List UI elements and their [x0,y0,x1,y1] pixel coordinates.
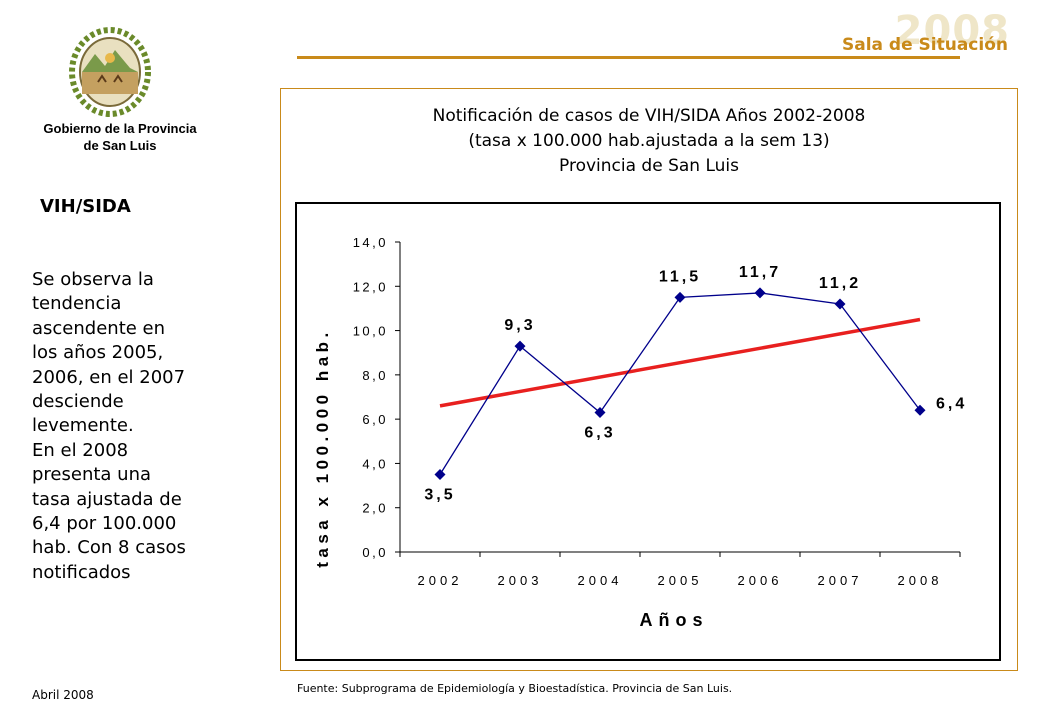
data-label: 11,2 [819,275,861,292]
description-line: hab. Con 8 casos [32,537,186,559]
data-label: 11,7 [739,264,781,281]
description-line: levemente. [32,415,134,437]
section-title: VIH/SIDA [40,196,131,217]
data-markers [434,287,926,480]
y-tick-label: 2,0 [362,501,388,516]
y-tick-label: 10,0 [353,324,388,339]
x-ticks: 2002 2003 2004 2005 2006 2007 2008 [399,552,961,588]
plot-area: 0,0 2,0 4,0 6,0 8,0 10,0 12,0 14,0 2002 2003 2004… [295,202,1001,661]
data-point [594,407,606,418]
x-axis-label: Años [640,610,709,630]
data-point [914,404,926,416]
chart-title-line: (tasa x 100.000 hab.ajustada a la sem 13… [468,131,830,151]
brand-label: Sala de Situación [841,35,1008,55]
org-line-2: de San Luis [83,138,157,153]
org-line-1: Gobierno de la Provincia [43,121,197,136]
description-line: 2006, en el 2007 [32,366,186,388]
axes [399,242,960,553]
coat-of-arms-logo [60,22,160,122]
data-point [674,291,686,303]
data-label: 3,5 [424,487,455,504]
y-tick-label: 8,0 [362,368,388,383]
x-tick-label: 2006 [738,573,783,588]
data-label: 6,4 [936,395,967,412]
source-note: Fuente: Subprograma de Epidemiología y B… [297,682,733,695]
description-line: los años 2005, [32,342,164,364]
data-label: 6,3 [584,425,615,442]
description-line: En el 2008 [32,439,129,461]
line-chart: 0,0 2,0 4,0 6,0 8,0 10,0 12,0 14,0 2002 2003 2004… [313,235,967,630]
x-tick-label: 2002 [418,573,463,588]
description-line: Se observa la [32,269,154,290]
brand-year: 2008 [894,8,1010,54]
x-tick-label: 2007 [818,573,863,588]
description-line: notificados [32,561,131,583]
x-tick-label: 2004 [578,573,623,588]
data-label: 9,3 [504,317,535,334]
description-text: Se observa la tendencia ascendente en lo… [32,268,232,585]
description-line: tasa ajustada de [32,488,182,510]
description-line: 6,4 por 100.000 [32,513,177,535]
description-line: ascendente en [32,317,166,339]
y-tick-label: 14,0 [353,235,388,250]
x-tick-label: 2005 [658,573,703,588]
chart-title: Notificación de casos de VIH/SIDA Años 2… [280,104,1018,179]
header-divider [297,56,960,59]
y-tick-label: 12,0 [353,279,388,294]
data-point [434,469,446,480]
description-line: presenta una [32,464,152,486]
chart-frame [280,88,1018,671]
data-label: 11,5 [659,268,701,285]
government-name: Gobierno de la Provincia de San Luis [20,120,220,154]
brand-badge: 2008 Sala de Situación [790,8,1010,58]
y-tick-label: 6,0 [362,412,388,427]
y-ticks: 0,0 2,0 4,0 6,0 8,0 10,0 12,0 14,0 [353,235,400,560]
data-point [514,340,526,352]
y-tick-label: 4,0 [362,456,388,471]
chart-title-line: Notificación de casos de VIH/SIDA Años 2… [432,106,866,126]
trend-line [439,317,921,408]
x-tick-label: 2008 [898,573,943,588]
data-point [754,287,766,299]
data-point [834,298,846,310]
report-date: Abril 2008 [32,688,94,702]
y-axis-label: tasa x 100.000 hab. [313,328,332,568]
x-tick-label: 2003 [498,573,543,588]
y-tick-label: 0,0 [362,545,388,560]
chart-title-line: Provincia de San Luis [559,156,739,176]
data-labels: 3,5 9,3 6,3 11,5 11,7 11,2 6,4 [424,264,967,504]
description-line: tendencia [32,293,122,315]
description-line: desciende [32,391,124,413]
